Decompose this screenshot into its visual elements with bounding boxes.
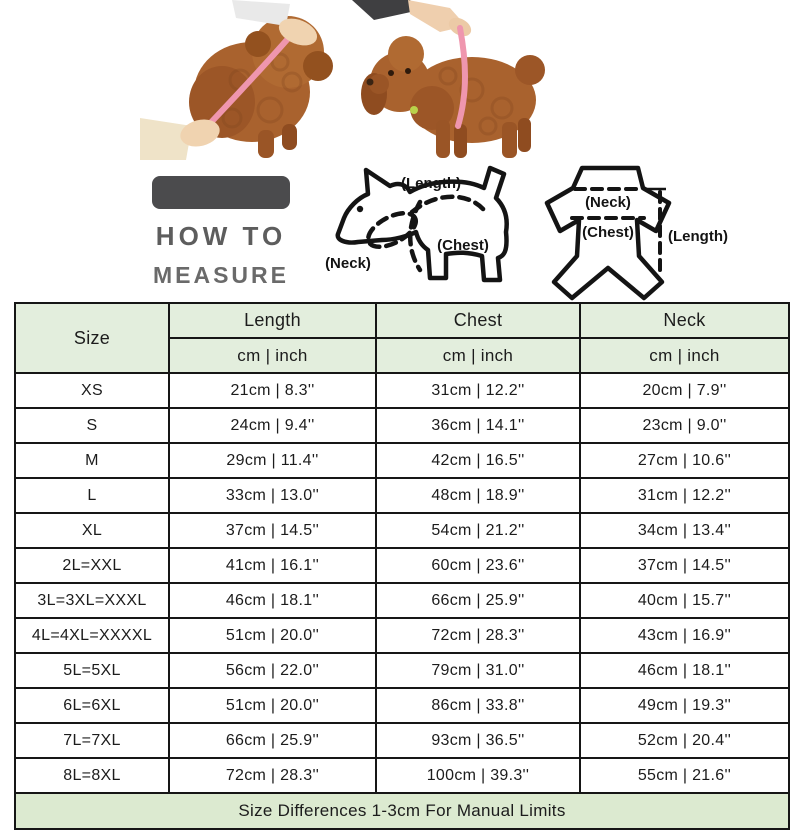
length-units: cm | inch [168, 337, 377, 374]
dog-photo-length-measure [140, 0, 333, 160]
length-cell: 72cm | 28.3'' [168, 757, 377, 794]
neck-cell: 52cm | 20.4'' [579, 722, 790, 759]
length-cell: 24cm | 9.4'' [168, 407, 377, 444]
chest-cell: 60cm | 23.6'' [375, 547, 581, 584]
dog-eye [356, 205, 364, 213]
chest-column-header: Chest [375, 302, 581, 339]
chest-cell: 31cm | 12.2'' [375, 372, 581, 409]
chest-units: cm | inch [375, 337, 581, 374]
size-cell: 5L=5XL [14, 652, 170, 689]
table-row: 7L=7XL 66cm | 25.9'' 93cm | 36.5'' 52cm … [14, 722, 790, 759]
table-row: M 29cm | 11.4'' 42cm | 16.5'' 27cm | 10.… [14, 442, 790, 479]
size-cell: XL [14, 512, 170, 549]
size-cell: 3L=3XL=XXXL [14, 582, 170, 619]
size-table: Size Length Chest Neck cm | inch cm | in… [14, 302, 790, 830]
brand-placeholder-bar [152, 176, 290, 209]
neck-cell: 34cm | 13.4'' [579, 512, 790, 549]
hand-at-neck [232, 0, 318, 46]
neck-cell: 55cm | 21.6'' [579, 757, 790, 794]
table-units-row: cm | inch cm | inch cm | inch [15, 337, 790, 374]
neck-cell: 49cm | 19.3'' [579, 687, 790, 724]
neck-cell: 40cm | 15.7'' [579, 582, 790, 619]
table-row: XS 21cm | 8.3'' 31cm | 12.2'' 20cm | 7.9… [14, 372, 790, 409]
size-chart-page: { "colors": { "header_bg": "#e3eedd", "f… [14, 0, 790, 830]
size-column-header: Size [14, 302, 170, 374]
size-cell: 7L=7XL [14, 722, 170, 759]
length-label: (Length) [401, 175, 461, 192]
measure-text: MEASURE [152, 262, 289, 288]
chest-cell: 54cm | 21.2'' [375, 512, 581, 549]
hand-holding-tape [352, 0, 472, 37]
dog-side-view [361, 36, 545, 158]
length-cell: 37cm | 14.5'' [168, 512, 377, 549]
table-row: XL 37cm | 14.5'' 54cm | 21.2'' 34cm | 13… [14, 512, 790, 549]
chest-cell: 72cm | 28.3'' [375, 617, 581, 654]
size-cell: XS [14, 372, 170, 409]
neck-column-header: Neck [579, 302, 790, 339]
chest-cell: 66cm | 25.9'' [375, 582, 581, 619]
size-cell: 6L=6XL [14, 687, 170, 724]
table-row: L 33cm | 13.0'' 48cm | 18.9'' 31cm | 12.… [14, 477, 790, 514]
dog-measurement-diagram: (Length) (Chest) (Neck) [325, 165, 509, 283]
length-cell: 21cm | 8.3'' [168, 372, 377, 409]
table-row: 3L=3XL=XXXL 46cm | 18.1'' 66cm | 25.9'' … [14, 582, 790, 619]
table-row: S 24cm | 9.4'' 36cm | 14.1'' 23cm | 9.0'… [14, 407, 790, 444]
table-row: 8L=8XL 72cm | 28.3'' 100cm | 39.3'' 55cm… [14, 757, 790, 794]
size-cell: S [14, 407, 170, 444]
neck-cell: 31cm | 12.2'' [579, 477, 790, 514]
chest-cell: 100cm | 39.3'' [375, 757, 581, 794]
neck-units: cm | inch [579, 337, 790, 374]
chest-label: (Chest) [437, 237, 489, 254]
garment-outline [544, 165, 672, 301]
neck-cell: 27cm | 10.6'' [579, 442, 790, 479]
size-difference-note: Size Differences 1-3cm For Manual Limits [14, 792, 790, 830]
measuring-tape [455, 25, 468, 129]
chest-cell: 42cm | 16.5'' [375, 442, 581, 479]
table-row: 4L=4XL=XXXXL 51cm | 20.0'' 72cm | 28.3''… [14, 617, 790, 654]
garment-neck-label: (Neck) [585, 194, 631, 211]
how-to-text: HOW TO [155, 221, 287, 251]
length-cell: 66cm | 25.9'' [168, 722, 377, 759]
neck-cell: 46cm | 18.1'' [579, 652, 790, 689]
table-row: 5L=5XL 56cm | 22.0'' 79cm | 31.0'' 46cm … [14, 652, 790, 689]
chest-dashed-line [408, 199, 423, 273]
size-cell: L [14, 477, 170, 514]
length-cell: 51cm | 20.0'' [168, 687, 377, 724]
length-cell: 46cm | 18.1'' [168, 582, 377, 619]
size-cell: M [14, 442, 170, 479]
chest-cell: 36cm | 14.1'' [375, 407, 581, 444]
table-row: 6L=6XL 51cm | 20.0'' 86cm | 33.8'' 49cm … [14, 687, 790, 724]
length-cell: 29cm | 11.4'' [168, 442, 377, 479]
length-column-header: Length [168, 302, 377, 339]
length-cell: 41cm | 16.1'' [168, 547, 377, 584]
neck-dashed-line [365, 210, 419, 250]
dog-photo-chest-measure [352, 0, 545, 158]
neck-label: (Neck) [325, 255, 371, 272]
collar-tag [410, 106, 418, 114]
size-cell: 4L=4XL=XXXXL [14, 617, 170, 654]
chest-cell: 86cm | 33.8'' [375, 687, 581, 724]
hand-at-tail [140, 118, 220, 160]
table-row: 2L=XXL 41cm | 16.1'' 60cm | 23.6'' 37cm … [14, 547, 790, 584]
size-cell: 2L=XXL [14, 547, 170, 584]
neck-cell: 37cm | 14.5'' [579, 547, 790, 584]
size-cell: 8L=8XL [14, 757, 170, 794]
garment-length-label: (Length) [668, 228, 728, 245]
chest-cell: 93cm | 36.5'' [375, 722, 581, 759]
length-cell: 56cm | 22.0'' [168, 652, 377, 689]
how-to-measure-block: HOW TO MEASURE [150, 176, 292, 289]
neck-cell: 23cm | 9.0'' [579, 407, 790, 444]
neck-cell: 20cm | 7.9'' [579, 372, 790, 409]
table-footer-row: Size Differences 1-3cm For Manual Limits [14, 792, 790, 830]
length-cell: 51cm | 20.0'' [168, 617, 377, 654]
length-cell: 33cm | 13.0'' [168, 477, 377, 514]
table-header-row: Size Length Chest Neck [14, 302, 790, 374]
chest-cell: 79cm | 31.0'' [375, 652, 581, 689]
chest-cell: 48cm | 18.9'' [375, 477, 581, 514]
neck-cell: 43cm | 16.9'' [579, 617, 790, 654]
garment-chest-label: (Chest) [582, 224, 634, 241]
garment-measurement-diagram: (Neck) (Chest) (Length) [544, 165, 728, 301]
